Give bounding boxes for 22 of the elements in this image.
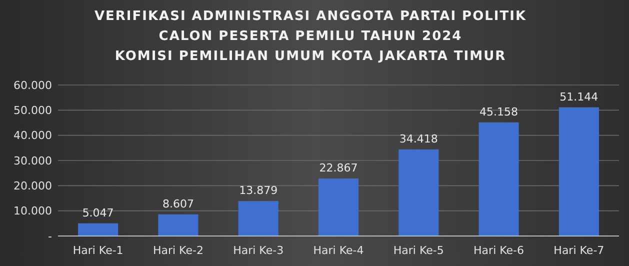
x-tick-label: Hari Ke-7 xyxy=(554,244,604,257)
data-label: 34.418 xyxy=(399,132,438,146)
x-tick-label: Hari Ke-6 xyxy=(474,244,524,257)
x-tick-label: Hari Ke-4 xyxy=(313,244,364,257)
y-tick-label: 50.000 xyxy=(14,104,52,118)
data-label: 8.607 xyxy=(162,197,194,210)
y-tick-label: 10.000 xyxy=(14,204,52,218)
data-label: 13.879 xyxy=(239,184,278,198)
y-tick-label: 40.000 xyxy=(14,129,52,142)
x-tick-label: Hari Ke-3 xyxy=(233,244,284,257)
x-tick-label: Hari Ke-5 xyxy=(393,244,444,257)
data-label: 5.047 xyxy=(82,206,114,220)
x-tick-label: Hari Ke-1 xyxy=(72,244,124,257)
y-tick-label: 20.000 xyxy=(14,180,52,193)
y-tick-label: 30.000 xyxy=(14,154,52,168)
y-tick-label: 60.000 xyxy=(14,78,52,92)
x-tick-label: Hari Ke-2 xyxy=(152,244,204,257)
data-label: 45.158 xyxy=(480,105,518,118)
data-label: 51.144 xyxy=(560,90,598,104)
y-tick-label: - xyxy=(48,230,52,243)
chart-title: VERIFIKASI ADMINISTRASI ANGGOTA PARTAI POLITIK CALON PESERTA PEMILU TAHUN 2024 KOMISI PEMILIHAN UMUM KOTA JAKARTA TIMUR xyxy=(94,9,527,64)
data-label: 22.867 xyxy=(319,161,358,174)
